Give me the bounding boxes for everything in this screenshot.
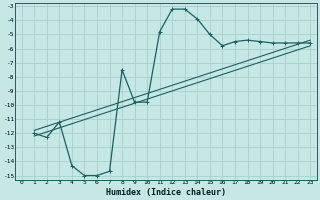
X-axis label: Humidex (Indice chaleur): Humidex (Indice chaleur) xyxy=(106,188,226,197)
